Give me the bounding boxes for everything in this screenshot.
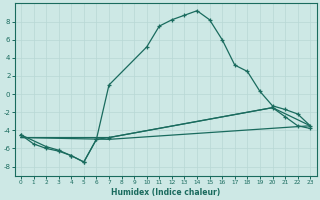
- X-axis label: Humidex (Indice chaleur): Humidex (Indice chaleur): [111, 188, 220, 197]
